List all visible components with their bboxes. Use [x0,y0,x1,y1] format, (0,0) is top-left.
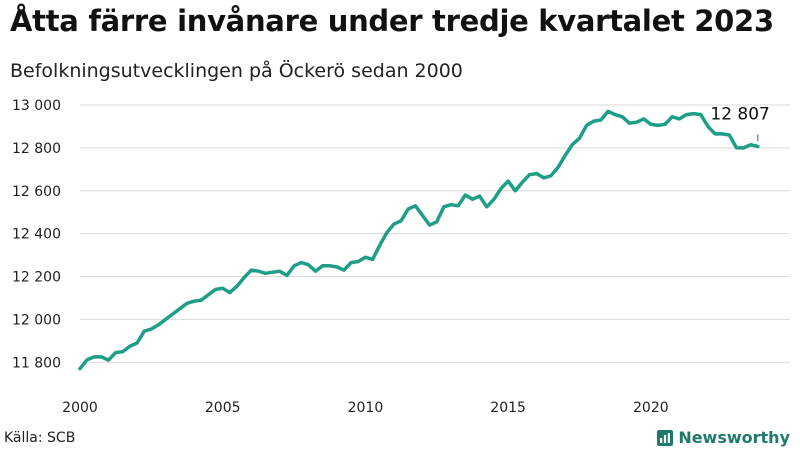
y-tick-label: 12 000 [12,312,61,328]
chart-subtitle: Befolkningsutvecklingen på Öckerö sedan … [10,60,463,82]
chart-title: Åtta färre invånare under tredje kvartal… [10,4,774,38]
x-tick-label: 2010 [348,400,384,416]
x-tick-label: 2005 [205,400,241,416]
y-tick-label: 12 200 [12,270,61,286]
x-tick-label: 2000 [62,400,98,416]
x-tick-label: 2020 [633,400,669,416]
brand-logo: Newsworthy [657,428,790,447]
brand-name: Newsworthy [678,428,790,447]
gridlines [80,104,790,363]
bar-chart-icon [657,429,674,446]
y-axis-tick-labels: 11 800 12 000 12 200 12 400 12 600 12 800 13 0… [12,98,61,371]
series [78,109,760,371]
annotation-label: 12 807 [710,104,769,124]
y-tick-label: 12 600 [12,184,61,200]
y-tick-label: 12 800 [12,141,61,157]
source-note: Källa: SCB [4,430,76,446]
y-tick-label: 11 800 [12,355,61,371]
annotations: 12 807 [710,104,770,142]
x-tick-label: 2015 [490,400,526,416]
y-tick-label: 12 400 [12,227,61,243]
x-axis-tick-labels: 2000 2005 2010 2015 2020 [62,400,668,416]
series-line [78,109,760,371]
y-tick-label: 13 000 [12,98,61,114]
